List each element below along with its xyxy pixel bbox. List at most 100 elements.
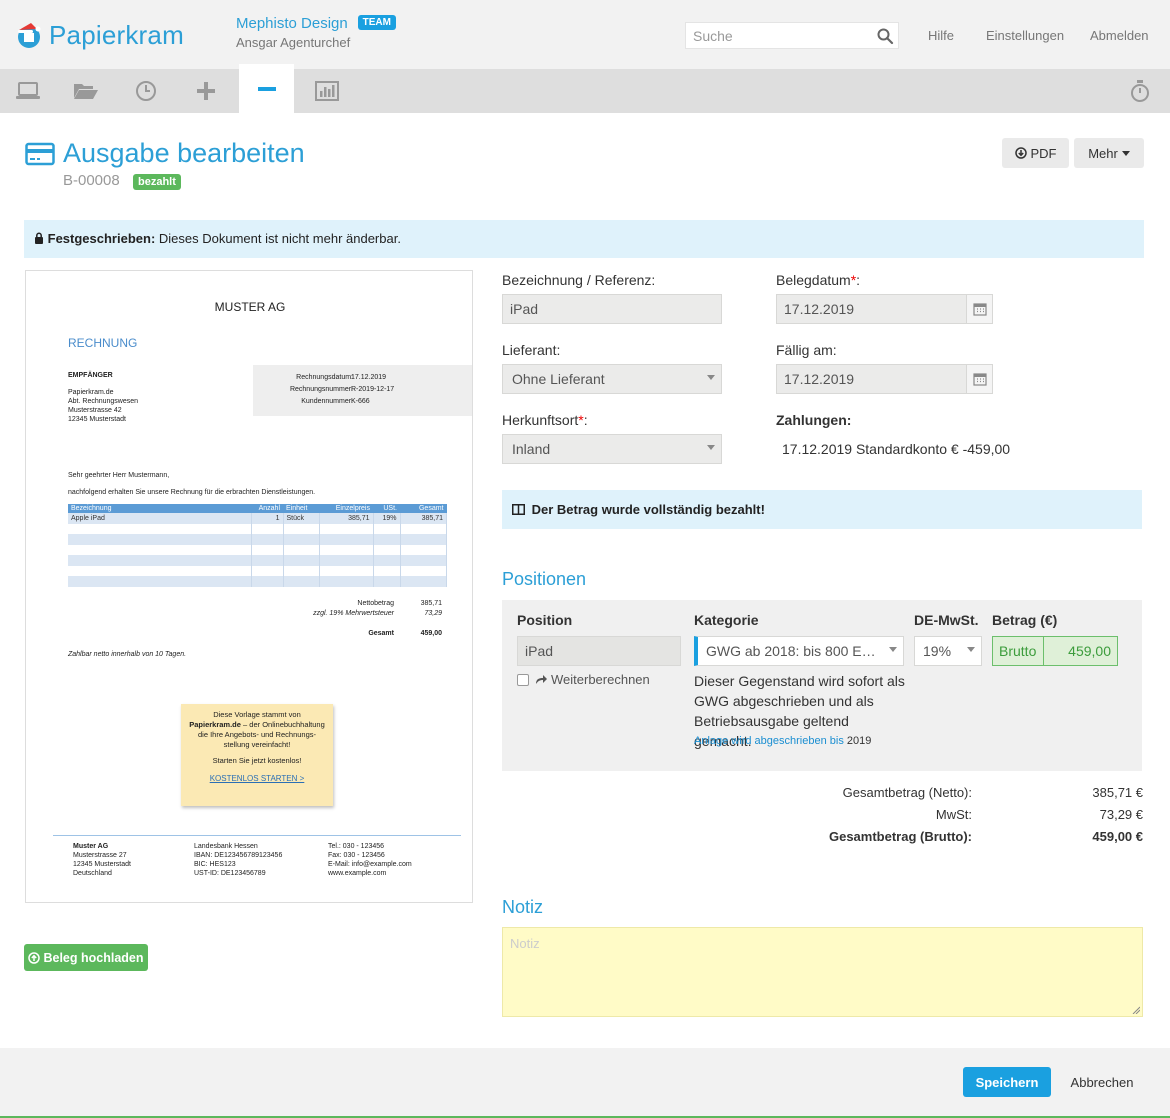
preview-meta-box: [253, 365, 472, 416]
origin-value: Inland: [512, 441, 551, 457]
settings-link[interactable]: Einstellungen: [986, 28, 1065, 43]
paid-alert: Der Betrag wurde vollständig bezahlt!: [502, 490, 1142, 529]
note-title: Notiz: [502, 897, 544, 917]
preview-footer-bank: Landesbank Hessen IBAN: DE12345678912345…: [194, 843, 283, 877]
doc-date-field[interactable]: 17.12.2019: [776, 294, 993, 324]
plus-icon: [196, 82, 215, 100]
reference-label: Bezeichnung / Referenz:: [502, 272, 656, 288]
search-box: [685, 22, 899, 49]
origin-select[interactable]: Inland: [502, 434, 722, 464]
preview-net-value: 385,71: [420, 600, 442, 607]
download-icon: [1014, 147, 1027, 159]
origin-label: Herkunftsort*:: [502, 412, 588, 428]
locked-alert: Festgeschrieben: Dieses Dokument ist nic…: [24, 220, 1144, 258]
nav-income[interactable]: [178, 69, 233, 113]
recharge-checkbox[interactable]: [517, 673, 529, 686]
doc-date-label: Belegdatum*:: [776, 272, 861, 288]
recharge-label: Weiterberechnen: [551, 672, 650, 687]
preview-items-table: Bezeichnung Anzahl Einheit Einzelpreis U…: [68, 504, 447, 587]
clock-icon: [135, 81, 156, 101]
user-name: Ansgar Agenturchef: [236, 35, 351, 50]
dashboard-icon: [15, 82, 40, 99]
logout-link[interactable]: Abmelden: [1090, 28, 1149, 43]
category-header: Kategorie: [694, 612, 759, 628]
stopwatch-icon: [1130, 80, 1149, 102]
amount-mode-toggle[interactable]: Brutto: [993, 637, 1044, 665]
reference-field[interactable]: iPad: [502, 294, 722, 324]
preview-intro: nachfolgend erhalten Sie unsere Rechnung…: [68, 489, 316, 496]
preview-salutation: Sehr geehrter Herr Mustermann,: [68, 472, 170, 479]
preview-company: MUSTER AG: [214, 300, 286, 314]
main-nav: [0, 64, 1170, 113]
receipt-preview[interactable]: MUSTER AG RECHNUNG EMPFÄNGER Papierkram.…: [25, 270, 473, 903]
preview-vat-label: zzgl. 19% Mehrwertsteuer: [313, 610, 394, 617]
nav-documents[interactable]: [58, 69, 113, 113]
search-icon[interactable]: [876, 27, 894, 45]
more-dropdown-button[interactable]: Mehr: [1074, 138, 1144, 168]
locked-alert-text: Dieses Dokument ist nicht mehr änderbar.: [155, 231, 401, 246]
vat-total-label: MwSt:: [935, 807, 972, 822]
supplier-label: Lieferant:: [502, 342, 561, 358]
chevron-down-icon: [707, 375, 715, 380]
nav-dashboard[interactable]: [0, 69, 55, 113]
book-icon: [512, 504, 525, 515]
due-date-picker-button[interactable]: [966, 365, 992, 393]
chevron-down-icon: [889, 647, 897, 652]
save-button[interactable]: Speichern: [963, 1067, 1051, 1097]
supplier-select[interactable]: Ohne Lieferant: [502, 364, 722, 394]
depreciation-link[interactable]: Anlage wird abgeschrieben bis: [694, 735, 844, 747]
position-header: Position: [517, 612, 573, 628]
locked-alert-title: Festgeschrieben:: [47, 231, 156, 246]
logo-icon: [15, 21, 45, 51]
company-switcher[interactable]: Mephisto Design TEAM Ansgar Agenturchef: [236, 15, 396, 50]
document-number: B-00008: [63, 172, 120, 189]
help-link[interactable]: Hilfe: [928, 28, 955, 43]
preview-total-value: 459,00: [420, 630, 442, 637]
preview-recipient-address: Papierkram.de Abt. Rechnungswesen Muster…: [68, 389, 139, 423]
preview-meta-labels: Rechnungsdatum: Rechnungsnummer: Kundenn…: [289, 374, 353, 405]
nav-time[interactable]: [118, 69, 173, 113]
preview-total-label: Gesamt: [368, 630, 394, 637]
cancel-button[interactable]: Abbrechen: [1070, 1074, 1134, 1090]
payment-entry: 17.12.2019 Standardkonto € -459,00: [782, 441, 1011, 457]
calendar-icon: [972, 303, 987, 316]
company-name[interactable]: Mephisto Design: [236, 15, 348, 32]
app-logo[interactable]: Papierkram: [15, 20, 184, 51]
nav-expenses[interactable]: [239, 64, 294, 113]
preview-doc-type: RECHNUNG: [68, 336, 138, 350]
recharge-option[interactable]: Weiterberechnen: [517, 672, 650, 687]
search-input[interactable]: [686, 23, 866, 48]
depreciation-info[interactable]: Anlage wird abgeschrieben bis 2019: [694, 735, 871, 747]
net-total-value: 385,71 €: [1092, 785, 1143, 800]
amount-field[interactable]: Brutto 459,00: [992, 636, 1118, 666]
nav-reports[interactable]: [299, 69, 354, 113]
vat-select[interactable]: 19%: [914, 636, 982, 666]
preview-promo-note: Diese Vorlage stammt von Papierkram.de –…: [181, 704, 333, 806]
upload-receipt-button[interactable]: Beleg hochladen: [24, 944, 148, 971]
preview-payment-terms: Zahlbar netto innerhalb von 10 Tagen.: [68, 651, 187, 658]
preview-vat-value: 73,29: [424, 610, 442, 617]
resize-grip-icon[interactable]: [1132, 1006, 1140, 1014]
due-date-value: 17.12.2019: [784, 371, 855, 387]
preview-net-label: Nettobetrag: [357, 600, 394, 607]
pdf-button-label: PDF: [1030, 145, 1057, 161]
pdf-button[interactable]: PDF: [1002, 138, 1069, 168]
doc-date-picker-button[interactable]: [966, 295, 992, 323]
nav-timer[interactable]: [1112, 69, 1167, 113]
page-heading: Ausgabe bearbeiten: [25, 138, 305, 169]
gwg-explanation: Dieser Gegenstand wird sofort als GWG ab…: [694, 673, 905, 749]
chart-icon: [314, 81, 339, 101]
net-total-label: Gesamtbetrag (Netto):: [842, 785, 972, 800]
more-button-label: Mehr: [1088, 145, 1118, 161]
position-name-field[interactable]: iPad: [517, 636, 681, 666]
note-textarea[interactable]: [503, 928, 1142, 1016]
amount-header: Betrag (€): [992, 612, 1058, 628]
gross-total-label: Gesamtbetrag (Brutto):: [828, 829, 972, 844]
category-select[interactable]: GWG ab 2018: bis 800 E…: [694, 636, 904, 666]
payments-label: Zahlungen:: [776, 412, 852, 428]
credit-card-icon: [25, 142, 55, 165]
preview-recipient-label: EMPFÄNGER: [68, 372, 113, 379]
doc-date-value: 17.12.2019: [784, 301, 855, 317]
due-date-field[interactable]: 17.12.2019: [776, 364, 993, 394]
upload-icon: [28, 951, 41, 964]
